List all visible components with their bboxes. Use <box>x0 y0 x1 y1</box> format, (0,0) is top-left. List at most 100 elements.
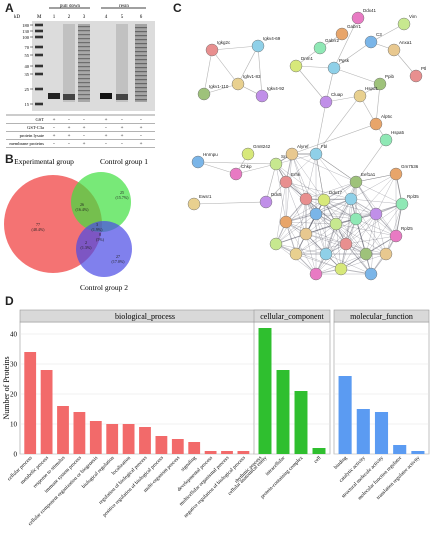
network-edge <box>315 243 347 275</box>
venn-circle-control-1 <box>71 172 131 232</box>
network-node-igkv1-110 <box>197 87 211 101</box>
network-node-ptbp3 <box>409 69 423 83</box>
network-edge <box>370 213 377 275</box>
gel-band <box>135 51 147 53</box>
gel-band <box>78 70 90 72</box>
venn-region-count: 25 <box>120 190 124 195</box>
network-edge <box>355 173 397 183</box>
gel-band <box>78 50 90 52</box>
gel-marker-band <box>35 29 43 33</box>
network-edge <box>235 163 277 175</box>
gel-band <box>78 66 90 68</box>
bar <box>155 436 168 454</box>
network-node-srsf1 <box>269 157 283 171</box>
gel-row-sign: + <box>68 134 71 139</box>
gel-lane-number: 4 <box>105 15 108 20</box>
network-edge <box>385 203 403 255</box>
bar <box>393 445 407 454</box>
bar <box>40 370 53 454</box>
network-edge <box>340 253 387 270</box>
network-node <box>319 247 333 261</box>
venn-region-percent: (1.9%) <box>92 227 104 232</box>
gel-band <box>135 95 147 97</box>
network-node-erhk <box>279 175 293 189</box>
gel-row-sign: - <box>121 118 123 123</box>
network-edge <box>355 218 372 275</box>
network-edge <box>375 83 381 125</box>
bar <box>106 424 119 454</box>
y-tick-label: 40 <box>10 331 18 339</box>
network-edge <box>295 65 327 103</box>
network-node-ighv1-83 <box>231 77 245 91</box>
network-node-label: Cluap <box>331 92 343 97</box>
gel-band <box>78 34 90 36</box>
network-edge <box>315 153 325 201</box>
network-node-gm7536 <box>389 167 403 181</box>
venn-circle-control-2 <box>76 221 132 277</box>
network-edge <box>291 153 325 201</box>
network-node <box>269 237 283 251</box>
network-node <box>299 227 313 241</box>
panel-a-letter: A <box>5 1 14 15</box>
network-edge <box>335 223 367 255</box>
gel-row-sign: + <box>140 142 143 147</box>
gel-lane-smear <box>116 24 128 102</box>
gel-row-label: GST <box>35 117 44 122</box>
network-node <box>279 215 293 229</box>
network-edge <box>291 123 377 155</box>
venn-region-percent: (5%) <box>96 237 105 242</box>
network-node-ddx5 <box>259 195 273 209</box>
network-edge <box>295 198 307 255</box>
gel-band <box>78 58 90 60</box>
gel-band <box>135 47 147 49</box>
gel-band <box>78 98 90 100</box>
gel-lane-number: 2 <box>68 15 71 20</box>
network-edge <box>203 49 213 95</box>
gel-band <box>135 87 147 89</box>
network-edge <box>350 173 397 200</box>
network-node-label: Ddx17 <box>329 190 343 195</box>
network-edge <box>275 163 317 215</box>
network-edge <box>375 173 397 215</box>
gel-group-label: pull down <box>60 4 81 9</box>
network-node-label: Ptbp3 <box>421 66 426 71</box>
bar <box>204 451 217 454</box>
gel-marker-size: 55 <box>25 53 30 58</box>
network-edge <box>315 95 361 155</box>
network-node-rpl25 <box>389 229 403 243</box>
network-edge <box>275 163 325 201</box>
venn-region-count: 2 <box>85 240 87 245</box>
network-edge <box>305 153 317 200</box>
network-edge <box>315 153 325 201</box>
network-edge <box>365 203 403 255</box>
network-edge <box>323 199 327 255</box>
network-node <box>309 267 323 281</box>
venn-label-experimental: Experimental group <box>14 157 74 166</box>
network-node-ddx41 <box>351 11 365 25</box>
network-edge <box>285 181 307 235</box>
network-edge <box>315 153 357 183</box>
bar <box>24 352 37 454</box>
network-node-label: Fbl <box>321 144 327 149</box>
network-edge <box>325 253 372 275</box>
network-edge <box>345 203 403 245</box>
network-edge <box>193 201 267 205</box>
gel-band <box>135 75 147 77</box>
bar <box>374 412 389 454</box>
network-edge <box>211 45 259 51</box>
network-edge <box>275 163 287 223</box>
network-edge <box>305 198 352 235</box>
x-tick-label: cell <box>313 455 323 465</box>
network-edge <box>355 181 377 215</box>
network-node-label: Chkp <box>241 164 252 169</box>
network-edge <box>295 253 342 270</box>
network-edge <box>285 221 317 275</box>
bar <box>122 424 135 454</box>
network-edge <box>275 243 327 255</box>
network-edge <box>355 218 387 255</box>
network-node-igkg2c <box>205 43 219 57</box>
network-edge <box>285 181 325 201</box>
bar <box>139 427 151 454</box>
network-edge <box>305 233 347 245</box>
